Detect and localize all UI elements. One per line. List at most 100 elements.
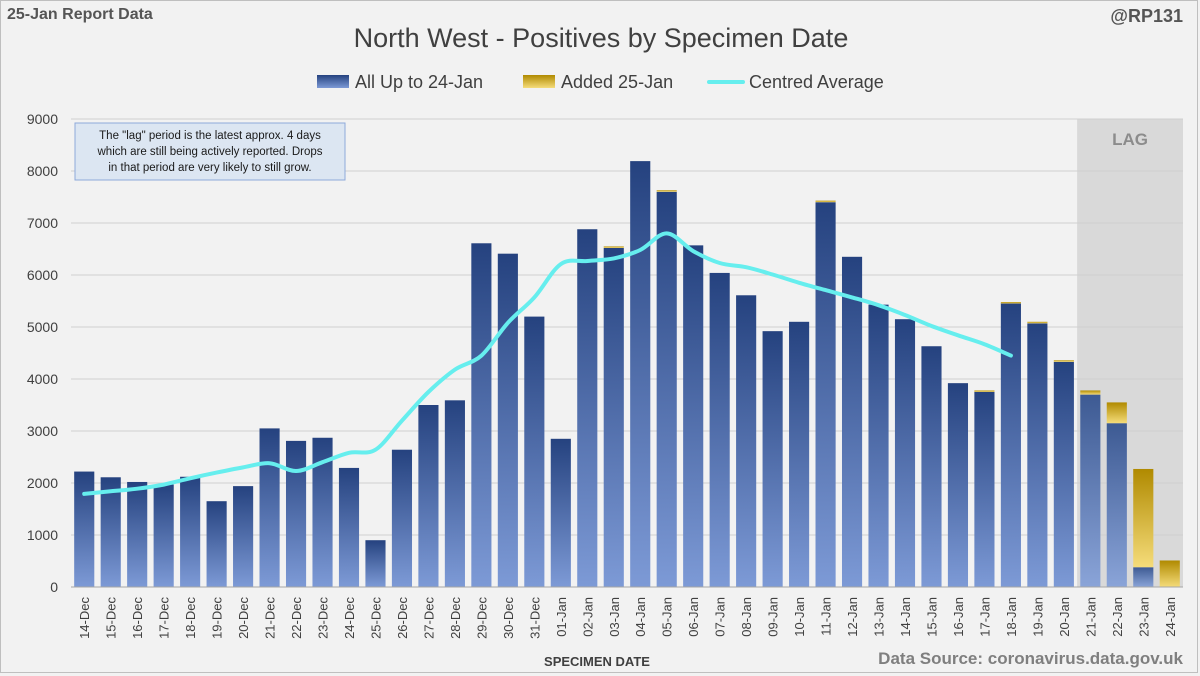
bar-all-up-to-24-jan xyxy=(974,391,995,587)
y-tick-label: 9000 xyxy=(27,111,58,127)
data-source: Data Source: coronavirus.data.gov.uk xyxy=(878,649,1183,668)
bar-all-up-to-24-jan xyxy=(74,471,95,587)
bar-all-up-to-24-jan xyxy=(736,295,757,587)
x-tick-label: 27-Dec xyxy=(421,597,436,639)
report-label: 25-Jan Report Data xyxy=(7,6,153,23)
bar-added-25-jan xyxy=(603,246,624,248)
x-tick-label: 13-Jan xyxy=(872,597,887,637)
x-tick-label: 25-Dec xyxy=(368,597,383,639)
x-tick-label: 06-Jan xyxy=(686,597,701,637)
bar-all-up-to-24-jan xyxy=(894,319,916,587)
y-tick-label: 3000 xyxy=(27,423,58,439)
x-tick-label: 15-Dec xyxy=(104,597,119,639)
bar-all-up-to-24-jan xyxy=(550,438,571,587)
x-tick-label: 14-Jan xyxy=(898,597,913,637)
annotation-layer: The "lag" period is the latest approx. 4… xyxy=(74,122,346,181)
bar-all-up-to-24-jan xyxy=(762,331,783,587)
y-tick-label: 8000 xyxy=(27,163,58,179)
x-tick-label: 22-Dec xyxy=(289,597,304,639)
legend-label-centred-average: Centred Average xyxy=(749,72,884,92)
lag-note-line: The "lag" period is the latest approx. 4… xyxy=(99,130,321,142)
x-tick-label: 21-Jan xyxy=(1083,597,1098,637)
bar-all-up-to-24-jan xyxy=(1027,323,1048,587)
bars-layer xyxy=(74,161,1180,588)
x-tick-label: 02-Jan xyxy=(580,597,595,637)
y-tick-label: 2000 xyxy=(27,475,58,491)
lag-note-line: which are still being actively reported.… xyxy=(97,146,323,158)
bar-added-25-jan xyxy=(1053,360,1074,362)
x-tick-label: 03-Jan xyxy=(607,597,622,637)
legend-layer: All Up to 24-Jan Added 25-Jan Centred Aver… xyxy=(317,72,884,92)
bar-all-up-to-24-jan xyxy=(100,477,121,587)
x-tick-label: 19-Jan xyxy=(1030,597,1045,637)
line-layer xyxy=(82,231,1013,496)
bar-all-up-to-24-jan xyxy=(1053,361,1074,587)
bar-added-25-jan xyxy=(815,200,836,203)
chart-title: North West - Positives by Specimen Date xyxy=(353,23,849,53)
x-tick-label: 28-Dec xyxy=(448,597,463,639)
x-tick-label: 05-Jan xyxy=(660,597,675,637)
bar-all-up-to-24-jan xyxy=(471,243,492,587)
bar-all-up-to-24-jan xyxy=(1080,394,1101,587)
x-axis-title: SPECIMEN DATE xyxy=(544,654,650,669)
y-tick-label: 0 xyxy=(50,579,58,595)
x-tick-label: 26-Dec xyxy=(395,597,410,639)
x-tick-label: 20-Jan xyxy=(1057,597,1072,637)
bar-all-up-to-24-jan xyxy=(180,476,201,587)
lag-label: LAG xyxy=(1112,130,1148,149)
x-tick-label: 31-Dec xyxy=(527,597,542,639)
x-tick-label: 21-Dec xyxy=(263,597,278,639)
bar-all-up-to-24-jan xyxy=(206,501,227,587)
bar-all-up-to-24-jan xyxy=(418,405,439,587)
x-tick-label: 16-Jan xyxy=(951,597,966,637)
x-tick-label: 09-Jan xyxy=(766,597,781,637)
x-tick-label: 12-Jan xyxy=(845,597,860,637)
bar-all-up-to-24-jan xyxy=(497,253,518,587)
bar-all-up-to-24-jan xyxy=(921,346,942,587)
bar-all-up-to-24-jan xyxy=(789,321,810,587)
bar-added-25-jan xyxy=(1106,402,1127,424)
bar-added-25-jan xyxy=(1133,468,1154,568)
x-tick-label: 19-Dec xyxy=(210,597,225,639)
x-tick-label: 24-Dec xyxy=(342,597,357,639)
x-tick-label: 17-Jan xyxy=(977,597,992,637)
legend-label-all-up-to-24-jan: All Up to 24-Jan xyxy=(355,72,483,92)
x-tick-label: 14-Dec xyxy=(77,597,92,639)
x-tick-label: 07-Jan xyxy=(713,597,728,637)
legend-swatch-added-25-jan xyxy=(523,75,555,88)
x-tick-label: 23-Dec xyxy=(316,597,331,639)
bar-all-up-to-24-jan xyxy=(1106,423,1127,587)
centred-average-line xyxy=(82,231,1013,496)
x-tick-label: 04-Jan xyxy=(633,597,648,637)
lag-note-line: in that period are very likely to still … xyxy=(108,162,311,174)
bar-all-up-to-24-jan xyxy=(841,256,863,587)
bar-all-up-to-24-jan xyxy=(338,467,360,587)
bar-added-25-jan xyxy=(974,390,995,392)
bar-all-up-to-24-jan xyxy=(524,316,545,587)
bar-all-up-to-24-jan xyxy=(815,202,836,587)
x-tick-label: 18-Jan xyxy=(1004,597,1019,637)
x-tick-label: 18-Dec xyxy=(183,597,198,639)
legend-label-added-25-jan: Added 25-Jan xyxy=(561,72,673,92)
x-tick-label: 11-Jan xyxy=(819,597,834,636)
x-tick-label: 22-Jan xyxy=(1110,597,1125,637)
bar-all-up-to-24-jan xyxy=(1133,567,1154,587)
bar-all-up-to-24-jan xyxy=(1000,303,1021,587)
y-tick-label: 5000 xyxy=(27,319,58,335)
bar-all-up-to-24-jan xyxy=(153,484,174,587)
x-tick-label: 17-Dec xyxy=(157,597,172,639)
bar-all-up-to-24-jan xyxy=(365,540,386,587)
bar-all-up-to-24-jan xyxy=(233,486,254,587)
x-tick-label: 01-Jan xyxy=(554,597,569,637)
y-tick-label: 6000 xyxy=(27,267,58,283)
legend-swatch-all-up-to-24-jan xyxy=(317,75,349,88)
x-tick-label: 16-Dec xyxy=(130,597,145,639)
bar-added-25-jan xyxy=(1159,560,1180,587)
bar-all-up-to-24-jan xyxy=(577,229,598,588)
x-tick-label: 08-Jan xyxy=(739,597,754,637)
y-tick-label: 7000 xyxy=(27,215,58,231)
bar-added-25-jan xyxy=(1027,321,1048,324)
axis-layer: 0 1000 2000 3000 4000 5000 6000 7000 8000 9000 14-… xyxy=(27,111,1183,669)
